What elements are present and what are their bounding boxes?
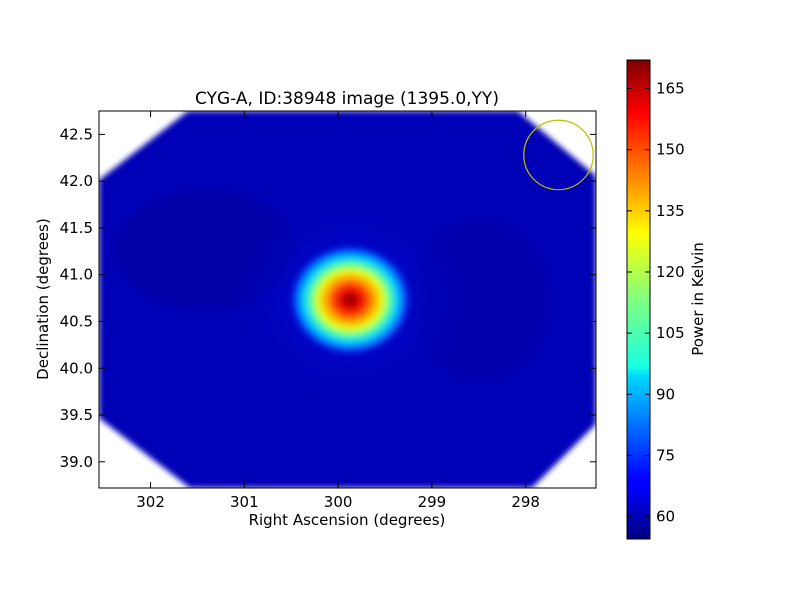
y-tick-label: 41.5 xyxy=(60,219,93,237)
y-tick-label: 41.0 xyxy=(60,266,93,284)
colorbar-label: Power in Kelvin xyxy=(689,242,707,356)
plot-area xyxy=(99,111,596,488)
y-tick-label: 40.0 xyxy=(60,359,93,377)
plot-frame xyxy=(98,110,597,489)
y-tick-label: 40.5 xyxy=(60,312,93,330)
colorbar xyxy=(626,59,651,540)
y-axis-ticks: 39.0 39.5 40.0 40.5 41.0 41.5 42.0 42.5 xyxy=(60,125,596,471)
colorbar-tick-label: 90 xyxy=(656,385,675,403)
colorbar-tick-label: 165 xyxy=(656,80,685,98)
x-tick-label: 299 xyxy=(418,493,447,511)
x-tick-label: 300 xyxy=(324,493,353,511)
colorbar-ticks: 60 75 90 105 120 135 150 165 xyxy=(627,80,685,526)
colorbar-tick-label: 120 xyxy=(656,263,685,281)
colorbar-tick-label: 75 xyxy=(656,446,675,464)
colorbar-tick-label: 60 xyxy=(656,508,675,526)
chart-title: CYG-A, ID:38948 image (1395.0,YY) xyxy=(195,89,499,109)
y-tick-label: 39.0 xyxy=(60,453,93,471)
x-axis-label: Right Ascension (degrees) xyxy=(249,511,446,529)
beam-circle xyxy=(523,119,594,191)
x-tick-label: 302 xyxy=(136,493,165,511)
y-tick-label: 39.5 xyxy=(60,406,93,424)
colorbar-tick-label: 135 xyxy=(656,202,685,220)
colorbar-tick-label: 150 xyxy=(656,141,685,159)
x-tick-label: 298 xyxy=(511,493,540,511)
radio-source-blob xyxy=(288,243,413,356)
y-tick-label: 42.0 xyxy=(60,172,93,190)
x-tick-label: 301 xyxy=(230,493,259,511)
y-axis-label: Declination (degrees) xyxy=(34,218,52,380)
x-axis-ticks: 302 301 300 299 298 xyxy=(136,111,540,511)
radio-source-core xyxy=(288,243,413,356)
y-tick-label: 42.5 xyxy=(60,125,93,143)
colorbar-tick-label: 105 xyxy=(656,324,685,342)
